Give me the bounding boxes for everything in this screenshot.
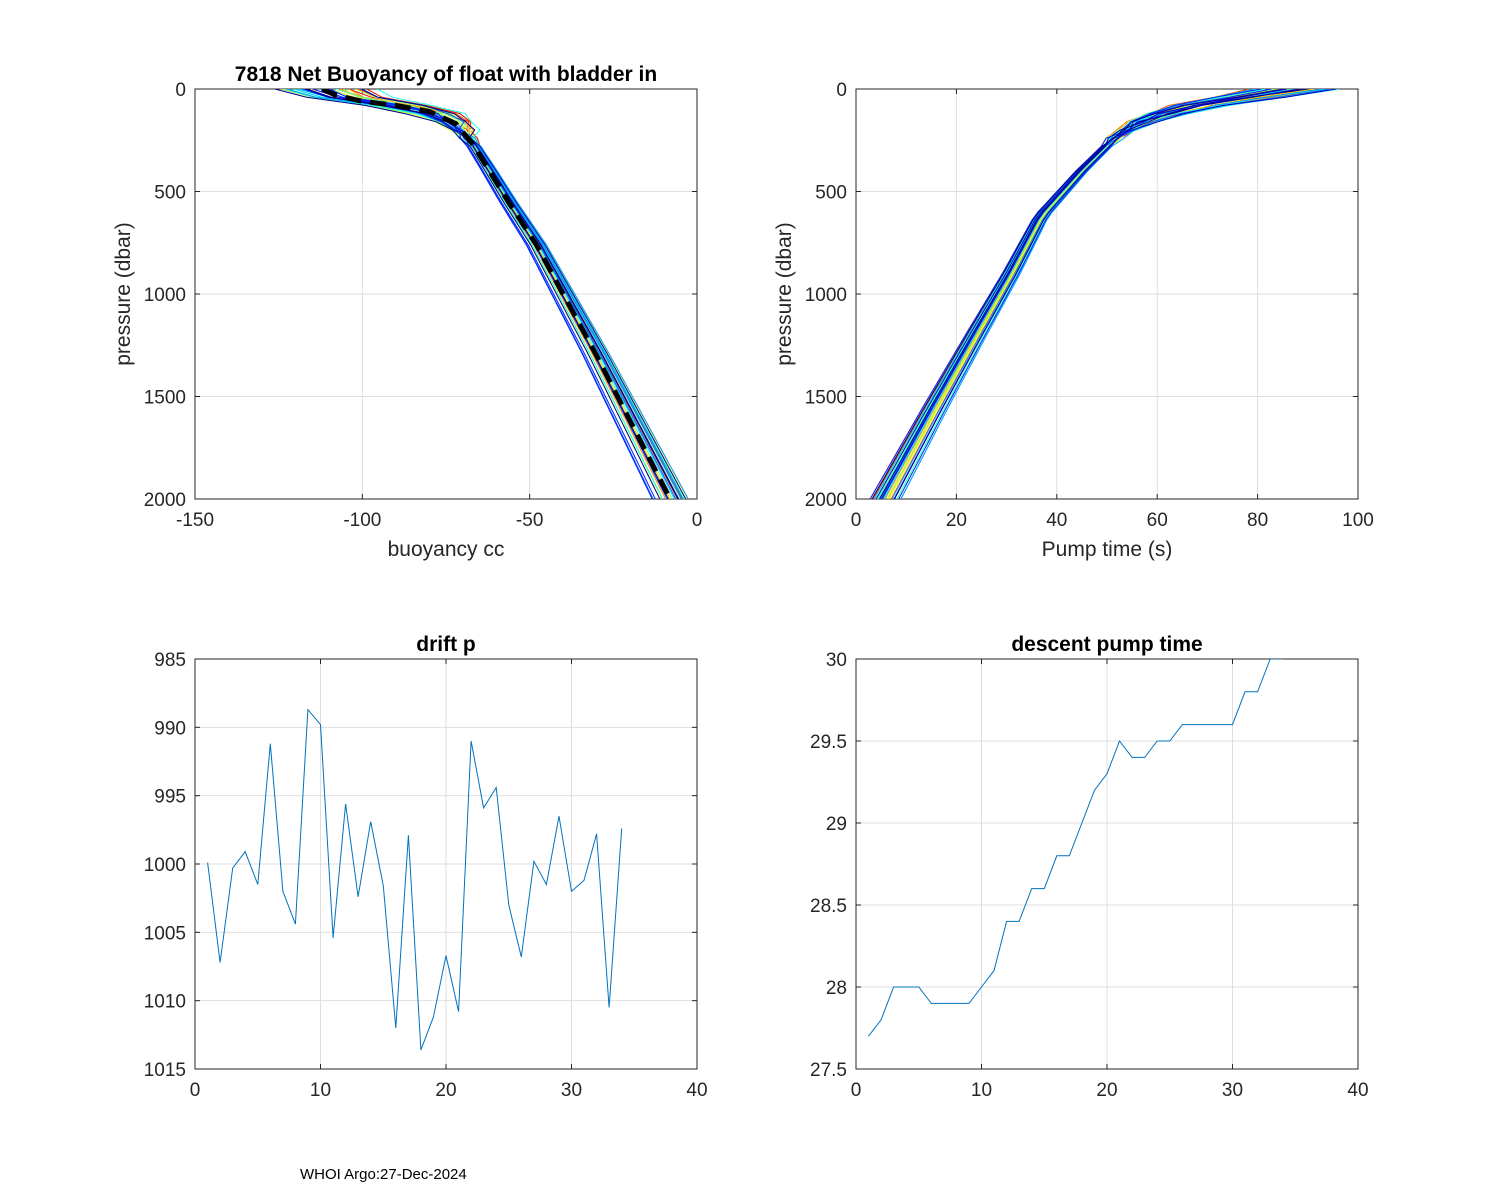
descent-pump-time-chart: 0 10 20 30 40 27.5 28 28.5 29 29.5 30 descent pump … <box>810 633 1369 1101</box>
pump-time-profile-line <box>888 89 1334 499</box>
x-tick-label: 0 <box>190 1080 201 1101</box>
drift-series-line <box>207 708 623 1051</box>
drift-pressure-chart: 0 10 20 30 40 985 990 995 1000 1005 1010 1015 drift … <box>144 633 708 1101</box>
chart-title: descent pump time <box>1011 633 1202 656</box>
buoyancy-profile-line <box>274 89 661 499</box>
plot-area <box>207 708 623 1051</box>
x-tick-label: 10 <box>971 1080 992 1101</box>
x-tick-label: 60 <box>1147 510 1168 531</box>
x-tick-label: 40 <box>1347 1080 1368 1101</box>
y-tick-label: 2000 <box>805 490 847 511</box>
x-tick-label: 30 <box>1222 1080 1243 1101</box>
buoyancy-profile-line <box>360 89 680 499</box>
buoyancy-chart: -150 -100 -50 0 0 500 1000 1500 2000 7818 Net Buo… <box>112 63 702 561</box>
x-tick-label: 0 <box>851 1080 862 1101</box>
y-tick-label: 2000 <box>144 490 186 511</box>
x-tick-label: 20 <box>946 510 967 531</box>
y-tick-label: 30 <box>826 650 847 671</box>
plot-area <box>869 89 1340 499</box>
y-tick-label: 28 <box>826 978 847 999</box>
y-tick-label: 0 <box>175 80 186 101</box>
y-tick-label: 1005 <box>144 923 186 944</box>
x-tick-label: -50 <box>516 510 543 531</box>
pump-time-profile-line <box>871 89 1308 499</box>
y-axis-label: pressure (dbar) <box>773 222 796 366</box>
x-tick-label: 40 <box>686 1080 707 1101</box>
y-tick-label: 27.5 <box>810 1060 847 1081</box>
buoyancy-profile-line <box>312 89 656 499</box>
plot-area <box>868 659 1283 1037</box>
pump-time-profile-line <box>898 89 1272 499</box>
y-axis-label: pressure (dbar) <box>112 222 135 366</box>
y-tick-label: 29 <box>826 814 847 835</box>
y-tick-label: 1500 <box>805 388 847 409</box>
chart-title: 7818 Net Buoyancy of float with bladder … <box>235 63 657 86</box>
x-tick-label: 0 <box>692 510 703 531</box>
chart-title: drift p <box>416 633 475 656</box>
pump-time-profile-line <box>894 89 1301 499</box>
pump-time-profile-line <box>879 89 1284 499</box>
y-tick-label: 985 <box>154 650 186 671</box>
buoyancy-profile-line <box>304 89 687 499</box>
y-tick-label: 500 <box>815 183 847 204</box>
x-axis-label: buoyancy cc <box>388 538 505 561</box>
x-tick-label: 100 <box>1342 510 1374 531</box>
y-tick-label: 28.5 <box>810 896 847 917</box>
pump-time-profile-line <box>881 89 1287 499</box>
footer-credit: WHOI Argo:27-Dec-2024 <box>300 1166 467 1183</box>
mean-profile-line <box>321 89 673 499</box>
y-tick-label: 1000 <box>144 855 186 876</box>
y-tick-label: 1010 <box>144 992 186 1013</box>
buoyancy-profile-line <box>299 89 684 499</box>
pump-time-profile-line <box>900 89 1322 499</box>
y-tick-label: 0 <box>836 80 847 101</box>
y-tick-label: 990 <box>154 718 186 739</box>
x-tick-label: 20 <box>435 1080 456 1101</box>
x-tick-label: -100 <box>343 510 381 531</box>
x-tick-label: -150 <box>176 510 214 531</box>
buoyancy-profile-line <box>328 89 653 499</box>
y-tick-label: 1000 <box>805 285 847 306</box>
x-tick-label: 10 <box>310 1080 331 1101</box>
x-tick-label: 30 <box>561 1080 582 1101</box>
pump-time-profile-line <box>875 89 1336 499</box>
x-tick-label: 20 <box>1096 1080 1117 1101</box>
y-tick-label: 1500 <box>144 388 186 409</box>
x-tick-label: 80 <box>1247 510 1268 531</box>
buoyancy-profile-line <box>287 89 664 499</box>
y-tick-label: 1015 <box>144 1060 186 1081</box>
pump-time-profile-line <box>886 89 1263 499</box>
plot-area <box>274 89 689 499</box>
x-axis-label: Pump time (s) <box>1042 538 1173 561</box>
y-tick-label: 500 <box>154 183 186 204</box>
x-tick-label: 0 <box>851 510 862 531</box>
buoyancy-profile-line <box>286 89 689 499</box>
descent-series-line <box>868 659 1283 1037</box>
buoyancy-profile-line <box>319 89 682 499</box>
x-tick-label: 40 <box>1046 510 1067 531</box>
y-tick-label: 1000 <box>144 285 186 306</box>
y-tick-label: 995 <box>154 787 186 808</box>
y-tick-label: 29.5 <box>810 732 847 753</box>
